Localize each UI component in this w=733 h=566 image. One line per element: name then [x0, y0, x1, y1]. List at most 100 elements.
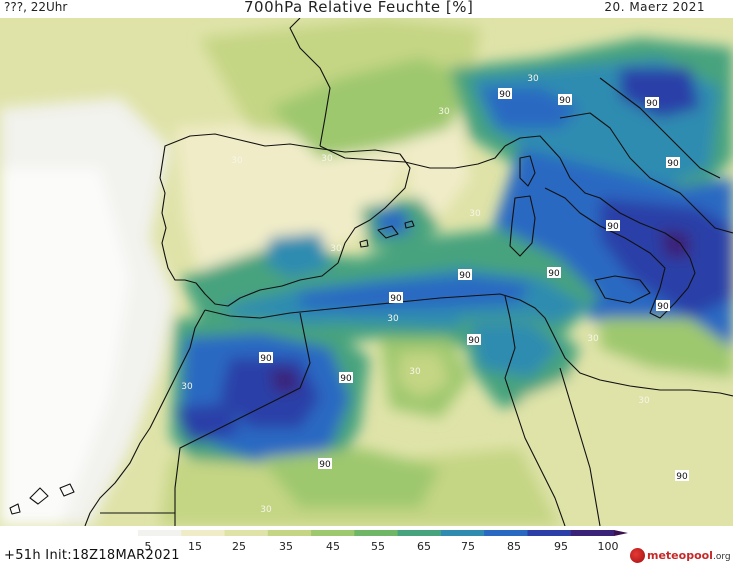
med-deep-band [300, 276, 530, 310]
svg-text:90: 90 [646, 99, 658, 109]
contour-label: 90 [389, 292, 403, 304]
svg-text:90: 90 [559, 96, 571, 106]
sahara-south-moist [260, 448, 440, 508]
balearic-minor [404, 220, 415, 229]
svg-text:90: 90 [390, 294, 402, 304]
contour-label: 90 [645, 97, 659, 109]
libya-moist-strip [600, 318, 733, 378]
svg-text:30: 30 [638, 396, 650, 406]
colorbar-tick-label: 15 [188, 540, 202, 553]
dry-atlantic-inner [0, 168, 130, 526]
colorbar-arrow [614, 530, 628, 536]
contour-label: 90 [339, 372, 353, 384]
colorbar-tick-label: 100 [598, 540, 619, 553]
svg-text:30: 30 [587, 334, 599, 344]
svg-text:30: 30 [330, 244, 342, 254]
colorbar-tick-label: 45 [326, 540, 340, 553]
calabria-darkest [660, 228, 690, 258]
svg-text:30: 30 [231, 156, 243, 166]
humidity-map: 90 90 90 90 90 30 30 30 30 30 90 90 90 90 90 30 90 30 90 30… [0, 18, 733, 526]
valencia-moist-blob [265, 233, 330, 278]
contour-label: 30 [638, 396, 650, 406]
contour-label: 90 [558, 94, 572, 106]
svg-text:90: 90 [667, 159, 679, 169]
svg-text:90: 90 [340, 374, 352, 384]
balkan-coastline [599, 77, 721, 179]
contour-label: 30 [438, 107, 450, 117]
north-africa-coastline [204, 293, 733, 397]
north-moist-belt [270, 58, 470, 158]
svg-text:30: 30 [409, 367, 421, 377]
svg-text:90: 90 [319, 460, 331, 470]
canary-islands [9, 483, 75, 515]
contour-label: 30 [181, 382, 193, 392]
algeria-tunisia-border [504, 295, 566, 526]
svg-text:90: 90 [676, 472, 688, 482]
contour-label: 90 [675, 470, 689, 482]
contour-label: 30 [527, 74, 539, 84]
svg-text:90: 90 [468, 336, 480, 346]
pyrenees-border [319, 145, 406, 163]
colorbar-tick-label: 95 [554, 540, 568, 553]
algeria-dry-patch [398, 353, 450, 398]
svg-text:30: 30 [438, 107, 450, 117]
sahara-dry-zone [520, 348, 733, 526]
colorbar-tick-label: 55 [371, 540, 385, 553]
balearic-blue-blob [375, 208, 410, 236]
contour-label: 90 [666, 157, 680, 169]
colorbar-segment [181, 530, 226, 536]
colorbar: 5 15 25 35 45 55 65 75 85 95 100 [138, 530, 628, 553]
contour-label: 30 [321, 154, 333, 164]
colorbar-tick-label: 25 [232, 540, 246, 553]
colorbar-segment [224, 530, 269, 536]
contour-label: 30 [231, 156, 243, 166]
colorbar-segment [484, 530, 528, 536]
contour-label: 30 [260, 505, 272, 515]
coastlines [9, 18, 733, 526]
svg-text:30: 30 [387, 314, 399, 324]
svg-text:90: 90 [607, 222, 619, 232]
corsica-coastline [519, 155, 536, 187]
contour-label: 90 [498, 88, 512, 100]
svg-text:30: 30 [469, 209, 481, 219]
colorbar-segment [397, 530, 442, 536]
colorbar-segment [267, 530, 312, 536]
forecast-hour-label: ???, 22Uhr [4, 0, 68, 14]
colorbar-segment [570, 530, 615, 536]
tunisia-blue-zone [470, 323, 560, 378]
atlas-darkest-zone [270, 368, 300, 393]
balearic-island [377, 225, 399, 239]
colorbar-segment [354, 530, 399, 536]
svg-text:30: 30 [260, 505, 272, 515]
svg-text:90: 90 [459, 271, 471, 281]
colorbar-segment [138, 530, 182, 536]
colorbar-tick-label: 65 [417, 540, 431, 553]
contour-label: 90 [458, 269, 472, 281]
france-west-coast [289, 18, 331, 147]
colorbar-segment [311, 530, 355, 536]
logo-globe-icon [630, 548, 645, 563]
contour-label: 90 [547, 267, 561, 279]
contour-label: 90 [656, 300, 670, 312]
sardinia-coastline [509, 195, 536, 257]
italy-coastline [504, 135, 696, 319]
colorbar-tick-label: 35 [279, 540, 293, 553]
svg-text:30: 30 [181, 382, 193, 392]
morocco-coast-blue [175, 403, 240, 443]
iberia-coastline [159, 133, 411, 307]
libya-border [559, 367, 601, 526]
map-title: 700hPa Relative Feuchte [%] [244, 0, 474, 16]
svg-text:30: 30 [527, 74, 539, 84]
logo-text: meteopool.org [647, 549, 731, 562]
colorbar-tick-label: 75 [461, 540, 475, 553]
colorbar-segment [527, 530, 572, 536]
meteopool-logo[interactable]: meteopool.org [630, 546, 733, 566]
contour-labels: 90 90 90 90 90 30 30 30 30 30 90 90 90 90 90 30 90 30 90 30… [181, 74, 689, 515]
colorbar-tick-label: 5 [145, 540, 152, 553]
contour-label: 90 [467, 334, 481, 346]
contour-label: 30 [587, 334, 599, 344]
contour-label: 90 [606, 220, 620, 232]
algeria-morocco-border [174, 312, 311, 526]
forecast-date: 20. Maerz 2021 [604, 0, 705, 14]
contour-label: 30 [330, 244, 342, 254]
